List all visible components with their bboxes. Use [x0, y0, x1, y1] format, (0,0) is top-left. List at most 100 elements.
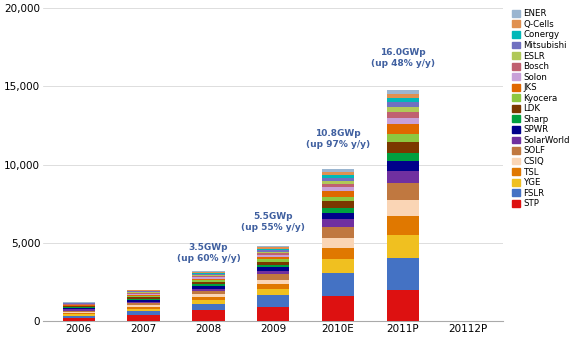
Bar	[387, 98, 419, 102]
Bar	[387, 216, 419, 235]
Bar	[322, 208, 354, 213]
Bar	[387, 90, 419, 94]
Bar	[192, 284, 224, 286]
Bar	[192, 277, 224, 279]
Bar	[192, 282, 224, 284]
Bar	[63, 313, 95, 314]
Bar	[63, 303, 95, 304]
Bar	[257, 289, 289, 295]
Bar	[387, 259, 419, 290]
Bar	[192, 274, 224, 275]
Bar	[63, 309, 95, 311]
Bar	[63, 318, 95, 321]
Bar	[257, 247, 289, 249]
Bar	[127, 293, 160, 294]
Bar	[387, 200, 419, 216]
Bar	[257, 307, 289, 321]
Bar	[387, 161, 419, 171]
Text: 5.5GWp
(up 55% y/y): 5.5GWp (up 55% y/y)	[241, 212, 305, 232]
Bar	[257, 274, 289, 280]
Bar	[63, 305, 95, 306]
Bar	[192, 291, 224, 294]
Bar	[192, 300, 224, 304]
Bar	[322, 191, 354, 197]
Bar	[127, 307, 160, 309]
Bar	[63, 304, 95, 305]
Bar	[322, 227, 354, 238]
Bar	[387, 290, 419, 321]
Bar	[127, 298, 160, 300]
Bar	[387, 118, 419, 124]
Bar	[192, 271, 224, 272]
Bar	[322, 213, 354, 219]
Bar	[192, 276, 224, 277]
Bar	[322, 184, 354, 187]
Bar	[387, 183, 419, 200]
Bar	[257, 249, 289, 250]
Bar	[192, 294, 224, 297]
Bar	[192, 272, 224, 273]
Bar	[322, 181, 354, 184]
Bar	[127, 304, 160, 306]
Bar	[63, 306, 95, 307]
Bar	[127, 291, 160, 292]
Bar	[192, 279, 224, 281]
Text: 10.8GWp
(up 97% y/y): 10.8GWp (up 97% y/y)	[306, 129, 370, 149]
Bar	[63, 311, 95, 312]
Bar	[192, 275, 224, 276]
Bar	[127, 315, 160, 321]
Bar	[127, 290, 160, 291]
Bar	[257, 262, 289, 265]
Bar	[257, 253, 289, 255]
Bar	[322, 177, 354, 181]
Bar	[192, 273, 224, 274]
Bar	[257, 246, 289, 247]
Bar	[322, 247, 354, 259]
Bar	[127, 309, 160, 311]
Bar	[387, 142, 419, 152]
Bar	[387, 102, 419, 107]
Bar	[192, 281, 224, 282]
Bar	[322, 201, 354, 208]
Bar	[257, 255, 289, 257]
Bar	[387, 171, 419, 183]
Bar	[387, 94, 419, 98]
Bar	[63, 308, 95, 309]
Bar	[322, 175, 354, 177]
Bar	[63, 307, 95, 308]
Bar	[127, 300, 160, 301]
Bar	[257, 250, 289, 251]
Bar	[192, 310, 224, 321]
Bar	[322, 296, 354, 321]
Bar	[192, 304, 224, 310]
Bar	[387, 107, 419, 112]
Bar	[387, 134, 419, 142]
Bar	[257, 270, 289, 274]
Bar	[63, 314, 95, 316]
Bar	[322, 172, 354, 175]
Bar	[387, 112, 419, 118]
Bar	[387, 124, 419, 134]
Legend: ENER, Q-Cells, Conergy, Mitsubishi, ESLR, Bosch, Solon, JKS, Kyocera, LDK, Sharp: ENER, Q-Cells, Conergy, Mitsubishi, ESLR…	[512, 9, 570, 208]
Bar	[127, 292, 160, 293]
Bar	[322, 219, 354, 227]
Bar	[257, 257, 289, 259]
Text: 3.5GWp
(up 60% y/y): 3.5GWp (up 60% y/y)	[177, 243, 241, 263]
Bar	[322, 259, 354, 272]
Bar	[127, 294, 160, 295]
Bar	[322, 169, 354, 172]
Bar	[387, 235, 419, 259]
Bar	[63, 312, 95, 313]
Bar	[257, 267, 289, 270]
Bar	[322, 197, 354, 201]
Bar	[192, 289, 224, 291]
Bar	[322, 272, 354, 296]
Text: 16.0GWp
(up 48% y/y): 16.0GWp (up 48% y/y)	[371, 48, 435, 68]
Bar	[192, 297, 224, 300]
Bar	[63, 316, 95, 318]
Bar	[257, 259, 289, 262]
Bar	[127, 297, 160, 298]
Bar	[257, 284, 289, 289]
Bar	[257, 265, 289, 267]
Bar	[387, 152, 419, 161]
